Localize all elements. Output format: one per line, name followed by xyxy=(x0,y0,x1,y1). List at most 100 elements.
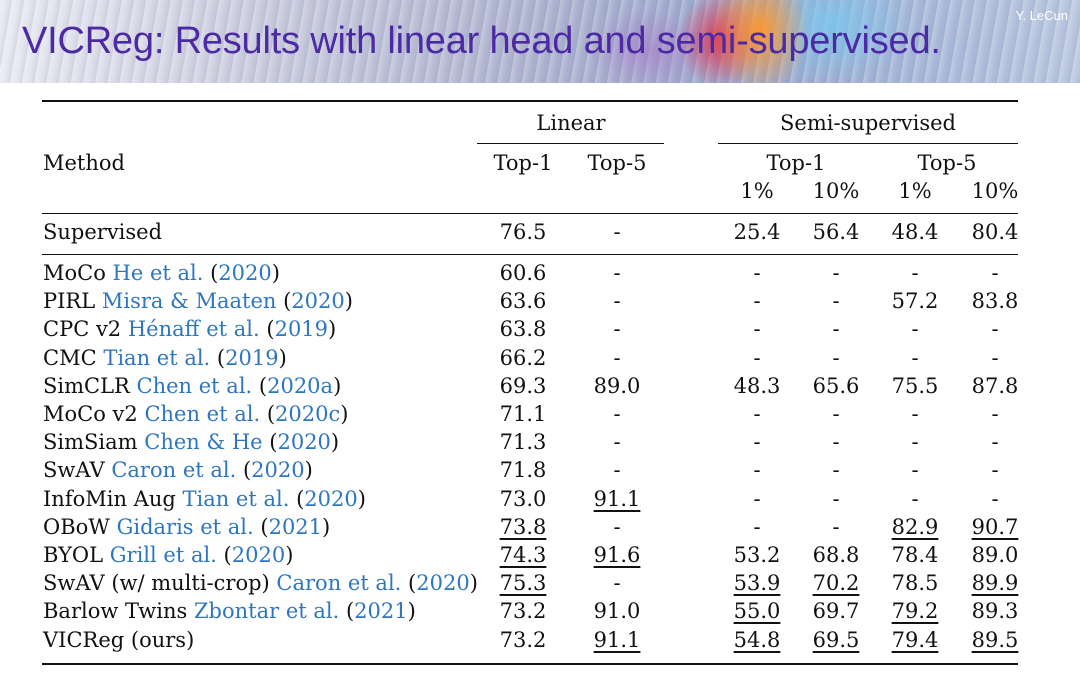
citation-year-link[interactable]: 2019 xyxy=(274,317,329,341)
value-linear-top1: 71.3 xyxy=(499,430,547,454)
method-cell: Barlow Twins Zbontar et al. (2021) xyxy=(43,599,416,623)
value-semi-top5-10pct: 90.7 xyxy=(971,515,1019,539)
value-linear-top1: 63.8 xyxy=(499,317,547,341)
citation-authors-link[interactable]: Gidaris et al. xyxy=(116,515,254,539)
method-cell: SimSiam Chen & He (2020) xyxy=(43,430,340,454)
citation-authors-link[interactable]: Chen & He xyxy=(144,430,263,454)
value-semi-top5-10pct: 89.5 xyxy=(971,628,1019,652)
value-linear-top1: 74.3 xyxy=(499,543,547,567)
value-semi-top5-10pct: - xyxy=(991,261,999,285)
method-cell: BYOL Grill et al. (2020) xyxy=(43,543,294,567)
method-cell: VICReg (ours) xyxy=(43,630,194,651)
semi-group-rule xyxy=(718,143,1018,144)
citation-authors-link[interactable]: He et al. xyxy=(112,261,204,285)
method-name: MoCo v2 xyxy=(43,402,138,426)
value-linear-top5: - xyxy=(613,346,621,370)
method-cell: PIRL Misra & Maaten (2020) xyxy=(43,289,353,313)
citation-year-link[interactable]: 2021 xyxy=(268,515,323,539)
citation-authors-link[interactable]: Tian et al. xyxy=(182,487,290,511)
header-top5-1pct: 1% xyxy=(898,179,932,203)
slide-author: Y. LeCun xyxy=(1015,8,1068,23)
table-bottom-rule xyxy=(42,663,1018,665)
supervised-bottom-rule xyxy=(42,254,1018,255)
citation-year-link[interactable]: 2021 xyxy=(354,599,408,623)
value-semi-top5-1pct: 75.5 xyxy=(891,374,939,398)
citation-year-link[interactable]: 2020a xyxy=(267,374,334,398)
value-semi-top5-1pct: 79.4 xyxy=(891,628,939,652)
slide-title: VICReg: Results with linear head and sem… xyxy=(22,20,941,62)
value-semi-top5-10pct: - xyxy=(991,458,999,482)
value-linear-top5: 91.0 xyxy=(593,599,641,623)
header-linear-top1: Top-1 xyxy=(493,151,553,175)
method-cell: SwAV (w/ multi-crop) Caron et al. (2020) xyxy=(43,571,478,595)
value-linear-top5: - xyxy=(613,458,621,482)
value-semi-top1-10pct: - xyxy=(832,402,840,426)
citation-year-link[interactable]: 2020 xyxy=(304,487,358,511)
citation-year-link[interactable]: 2020c xyxy=(275,402,341,426)
value-linear-top5: - xyxy=(613,402,621,426)
value-linear-top1: 75.3 xyxy=(499,571,547,595)
supervised-row-label: Supervised xyxy=(43,220,163,244)
supervised-semi-top5-1pct: 48.4 xyxy=(891,220,939,244)
citation-year-link[interactable]: 2020 xyxy=(277,430,331,454)
value-semi-top5-10pct: - xyxy=(991,346,999,370)
header-top1-1pct: 1% xyxy=(740,179,774,203)
citation-authors-link[interactable]: Caron et al. xyxy=(276,571,402,595)
citation-year-link[interactable]: 2020 xyxy=(251,458,305,482)
citation-year-link[interactable]: 2020 xyxy=(416,571,470,595)
supervised-semi-top5-10pct: 80.4 xyxy=(971,220,1019,244)
citation-authors-link[interactable]: Chen et al. xyxy=(136,374,253,398)
value-semi-top1-10pct: 69.5 xyxy=(812,628,860,652)
value-semi-top1-1pct: 54.8 xyxy=(733,628,781,652)
value-semi-top1-1pct: - xyxy=(753,515,761,539)
value-semi-top5-1pct: - xyxy=(911,430,919,454)
value-semi-top1-1pct: - xyxy=(753,289,761,313)
value-linear-top5: - xyxy=(613,515,621,539)
value-semi-top1-10pct: - xyxy=(832,458,840,482)
value-semi-top5-10pct: 83.8 xyxy=(971,289,1019,313)
value-linear-top1: 73.8 xyxy=(499,515,547,539)
method-name: BYOL xyxy=(43,543,104,567)
value-semi-top1-10pct: - xyxy=(832,289,840,313)
value-semi-top5-10pct: 89.3 xyxy=(971,599,1019,623)
value-semi-top5-1pct: 57.2 xyxy=(891,289,939,313)
citation-year-link[interactable]: 2019 xyxy=(225,346,279,370)
value-linear-top1: 69.3 xyxy=(499,374,547,398)
title-banner xyxy=(0,0,1080,83)
header-top1-10pct: 10% xyxy=(812,179,860,203)
value-semi-top1-1pct: - xyxy=(753,317,761,341)
citation-authors-link[interactable]: Hénaff et al. xyxy=(127,317,260,341)
header-top5-10pct: 10% xyxy=(971,179,1019,203)
value-linear-top1: 63.6 xyxy=(499,289,547,313)
citation-year-link[interactable]: 2020 xyxy=(291,289,345,313)
value-semi-top5-10pct: - xyxy=(991,317,999,341)
value-semi-top1-1pct: 53.9 xyxy=(733,571,781,595)
value-semi-top5-1pct: - xyxy=(911,458,919,482)
value-linear-top5: - xyxy=(613,571,621,595)
value-semi-top1-10pct: 68.8 xyxy=(812,543,860,567)
citation-authors-link[interactable]: Chen et al. xyxy=(144,402,261,426)
value-semi-top5-10pct: - xyxy=(991,402,999,426)
value-semi-top5-10pct: 89.9 xyxy=(971,571,1019,595)
method-name: VICReg (ours) xyxy=(43,628,195,652)
citation-authors-link[interactable]: Grill et al. xyxy=(109,543,217,567)
citation-authors-link[interactable]: Zbontar et al. xyxy=(193,599,340,623)
value-linear-top1: 71.1 xyxy=(499,402,547,426)
value-semi-top1-10pct: - xyxy=(832,346,840,370)
value-linear-top1: 71.8 xyxy=(499,458,547,482)
citation-authors-link[interactable]: Misra & Maaten xyxy=(101,289,277,313)
value-semi-top5-10pct: 87.8 xyxy=(971,374,1019,398)
value-semi-top1-10pct: 69.7 xyxy=(812,599,860,623)
method-cell: CMC Tian et al. (2019) xyxy=(43,346,287,370)
value-semi-top5-1pct: 78.4 xyxy=(891,543,939,567)
supervised-semi-top1-10pct: 56.4 xyxy=(812,220,860,244)
method-name: SimSiam xyxy=(43,430,138,454)
citation-authors-link[interactable]: Caron et al. xyxy=(111,458,237,482)
header-semi-top1: Top-1 xyxy=(766,151,826,175)
citation-authors-link[interactable]: Tian et al. xyxy=(103,346,211,370)
value-semi-top5-1pct: - xyxy=(911,487,919,511)
citation-year-link[interactable]: 2020 xyxy=(218,261,272,285)
value-linear-top5: - xyxy=(613,430,621,454)
citation-year-link[interactable]: 2020 xyxy=(231,543,286,567)
value-semi-top5-1pct: - xyxy=(911,402,919,426)
